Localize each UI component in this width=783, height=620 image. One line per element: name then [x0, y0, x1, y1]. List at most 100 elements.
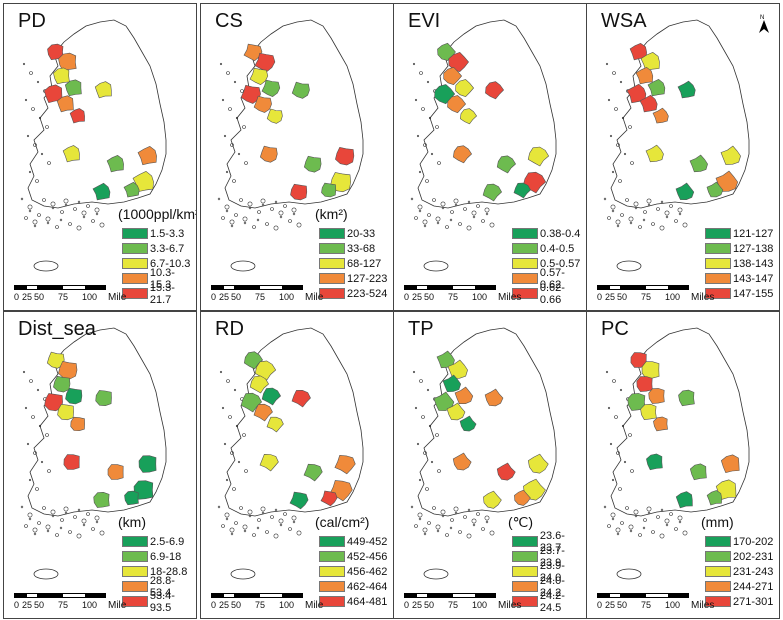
- island: [235, 424, 239, 428]
- scale-tick-label: 75: [641, 292, 652, 302]
- island: [656, 515, 660, 519]
- coastline: [417, 19, 557, 209]
- island: [428, 116, 432, 120]
- legend: 2.5-6.9 6.9-18 18-28.8 28.8-53.4 53.4-93.5: [122, 534, 196, 614]
- legend: 20-33 33-68 68-127 127-223 223-524: [319, 226, 387, 301]
- legend-item: 68-127: [319, 256, 387, 271]
- island: [225, 170, 229, 174]
- island: [463, 207, 467, 211]
- legend-label: 464-481: [347, 595, 388, 608]
- scale-segment: [26, 593, 38, 598]
- scale-segment: [597, 285, 609, 290]
- city-region: [677, 80, 696, 99]
- korea-map: [603, 327, 750, 580]
- legend-item: 0.57-0.62: [512, 267, 586, 291]
- island: [235, 116, 239, 120]
- island: [274, 200, 278, 204]
- scale-segment: [283, 593, 303, 598]
- legend-swatch: [512, 551, 538, 562]
- island: [454, 511, 458, 515]
- island: [283, 512, 287, 516]
- legend-label: 23.6-23.7: [539, 529, 565, 554]
- island: [242, 433, 246, 437]
- island: [618, 179, 622, 183]
- jeju-island: [616, 260, 642, 272]
- island: [467, 200, 471, 204]
- island: [47, 161, 51, 165]
- legend-label: 0.38-0.4: [540, 227, 581, 240]
- island: [440, 201, 446, 207]
- island: [453, 506, 459, 512]
- island: [28, 478, 32, 482]
- island: [441, 206, 445, 210]
- island: [45, 433, 49, 437]
- island: [32, 527, 38, 533]
- island: [659, 533, 665, 539]
- coastline: [417, 327, 557, 517]
- island: [678, 212, 682, 216]
- legend-swatch: [512, 243, 538, 254]
- scale-tick-label: 100: [82, 600, 98, 610]
- island: [247, 509, 253, 515]
- legend-label: 6.9-18: [150, 550, 182, 563]
- legend-swatch: [705, 566, 731, 577]
- island: [33, 143, 37, 147]
- city-region: [64, 79, 82, 97]
- island: [260, 506, 266, 512]
- legend-label: 0.57-0.62: [539, 266, 565, 291]
- island: [414, 98, 418, 102]
- jeju-island: [33, 260, 59, 272]
- city-region: [442, 374, 462, 393]
- city-region: [443, 66, 462, 86]
- scale-segment: [645, 593, 669, 598]
- island: [481, 527, 485, 531]
- scale-tick-label: 75: [58, 292, 69, 302]
- island: [476, 204, 480, 208]
- island: [233, 388, 237, 392]
- island: [36, 80, 40, 84]
- legend-label: 121-127: [733, 227, 774, 240]
- legend-swatch: [512, 596, 538, 607]
- island: [42, 506, 46, 510]
- scale-tick-label: 0: [14, 292, 20, 302]
- island: [646, 198, 652, 204]
- legend-item: 127-138: [705, 241, 773, 256]
- island: [63, 198, 69, 204]
- island: [91, 527, 95, 531]
- city-region: [640, 52, 660, 72]
- city-region: [335, 146, 355, 166]
- legend-label: 462-464: [347, 580, 388, 593]
- island: [273, 225, 279, 231]
- island: [619, 388, 623, 392]
- island: [425, 179, 429, 183]
- city-region: [124, 490, 139, 506]
- island: [63, 506, 69, 512]
- island: [291, 207, 297, 213]
- island: [32, 219, 38, 225]
- city-region: [645, 144, 664, 163]
- scale-tick-label: 25: [22, 292, 33, 302]
- scale-segment: [235, 285, 259, 290]
- scale-tick-label: 25: [412, 292, 423, 302]
- city-region: [70, 416, 85, 432]
- island: [435, 216, 441, 222]
- panel-title: RD: [215, 318, 244, 340]
- island: [610, 204, 616, 210]
- island: [435, 125, 439, 129]
- legend-swatch: [122, 566, 148, 577]
- legend-swatch: [705, 536, 731, 547]
- legend-item: 462-464: [319, 579, 387, 594]
- island: [611, 478, 615, 482]
- island: [419, 71, 423, 75]
- island: [418, 478, 422, 482]
- island: [230, 224, 234, 228]
- jeju-island: [230, 568, 256, 580]
- city-region: [675, 491, 693, 509]
- island: [27, 512, 33, 518]
- scale-tick-label: 75: [255, 292, 266, 302]
- legend-label: 23.9-24.0: [539, 559, 565, 584]
- legend-swatch: [705, 273, 731, 284]
- island: [467, 508, 471, 512]
- scale-unit: Mile: [108, 600, 127, 611]
- legend-label: 20-33: [347, 227, 376, 240]
